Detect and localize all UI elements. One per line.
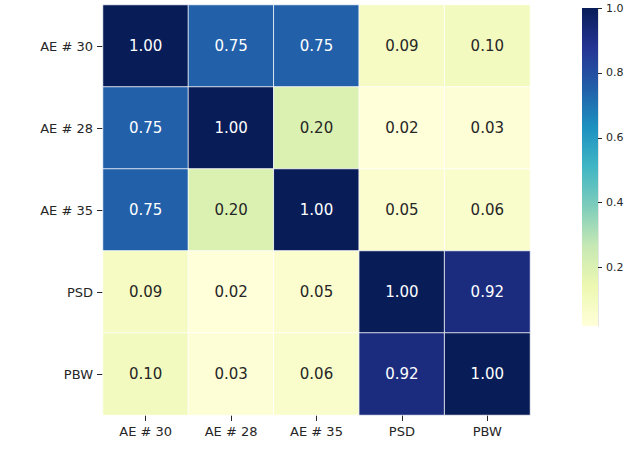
svg-text:0.02: 0.02 <box>214 283 247 301</box>
svg-text:AE # 30: AE # 30 <box>40 39 93 54</box>
svg-text:0.05: 0.05 <box>300 283 333 301</box>
svg-text:0.03: 0.03 <box>471 119 504 137</box>
svg-text:1.00: 1.00 <box>214 119 247 137</box>
svg-text:0.06: 0.06 <box>471 201 504 219</box>
svg-text:0.05: 0.05 <box>385 201 418 219</box>
svg-text:AE # 35: AE # 35 <box>40 203 93 218</box>
svg-text:1.00: 1.00 <box>471 365 504 383</box>
svg-text:0.09: 0.09 <box>385 37 418 55</box>
svg-text:1.00: 1.00 <box>385 283 418 301</box>
svg-text:0.92: 0.92 <box>385 365 418 383</box>
svg-text:AE # 35: AE # 35 <box>290 424 343 439</box>
svg-text:PSD: PSD <box>67 285 93 300</box>
svg-text:AE # 30: AE # 30 <box>119 424 172 439</box>
svg-text:0.20: 0.20 <box>214 201 247 219</box>
svg-text:0.20: 0.20 <box>300 119 333 137</box>
svg-text:0.06: 0.06 <box>300 365 333 383</box>
svg-text:PBW: PBW <box>473 424 502 439</box>
svg-text:PBW: PBW <box>64 367 93 382</box>
svg-text:PSD: PSD <box>389 424 415 439</box>
svg-text:AE # 28: AE # 28 <box>40 121 93 136</box>
svg-text:0.10: 0.10 <box>471 37 504 55</box>
svg-text:1.00: 1.00 <box>129 37 162 55</box>
svg-text:0.75: 0.75 <box>129 201 162 219</box>
svg-text:0.75: 0.75 <box>300 37 333 55</box>
svg-text:0.02: 0.02 <box>385 119 418 137</box>
svg-text:1.0: 1.0 <box>606 2 624 15</box>
svg-text:0.75: 0.75 <box>129 119 162 137</box>
svg-text:0.03: 0.03 <box>214 365 247 383</box>
svg-text:0.8: 0.8 <box>606 66 624 79</box>
svg-text:0.10: 0.10 <box>129 365 162 383</box>
svg-text:1.00: 1.00 <box>300 201 333 219</box>
svg-text:0.4: 0.4 <box>606 196 624 209</box>
svg-text:0.92: 0.92 <box>471 283 504 301</box>
svg-text:0.75: 0.75 <box>214 37 247 55</box>
svg-text:0.2: 0.2 <box>606 261 624 274</box>
svg-text:0.09: 0.09 <box>129 283 162 301</box>
svg-text:0.6: 0.6 <box>606 131 624 144</box>
svg-text:AE # 28: AE # 28 <box>205 424 258 439</box>
